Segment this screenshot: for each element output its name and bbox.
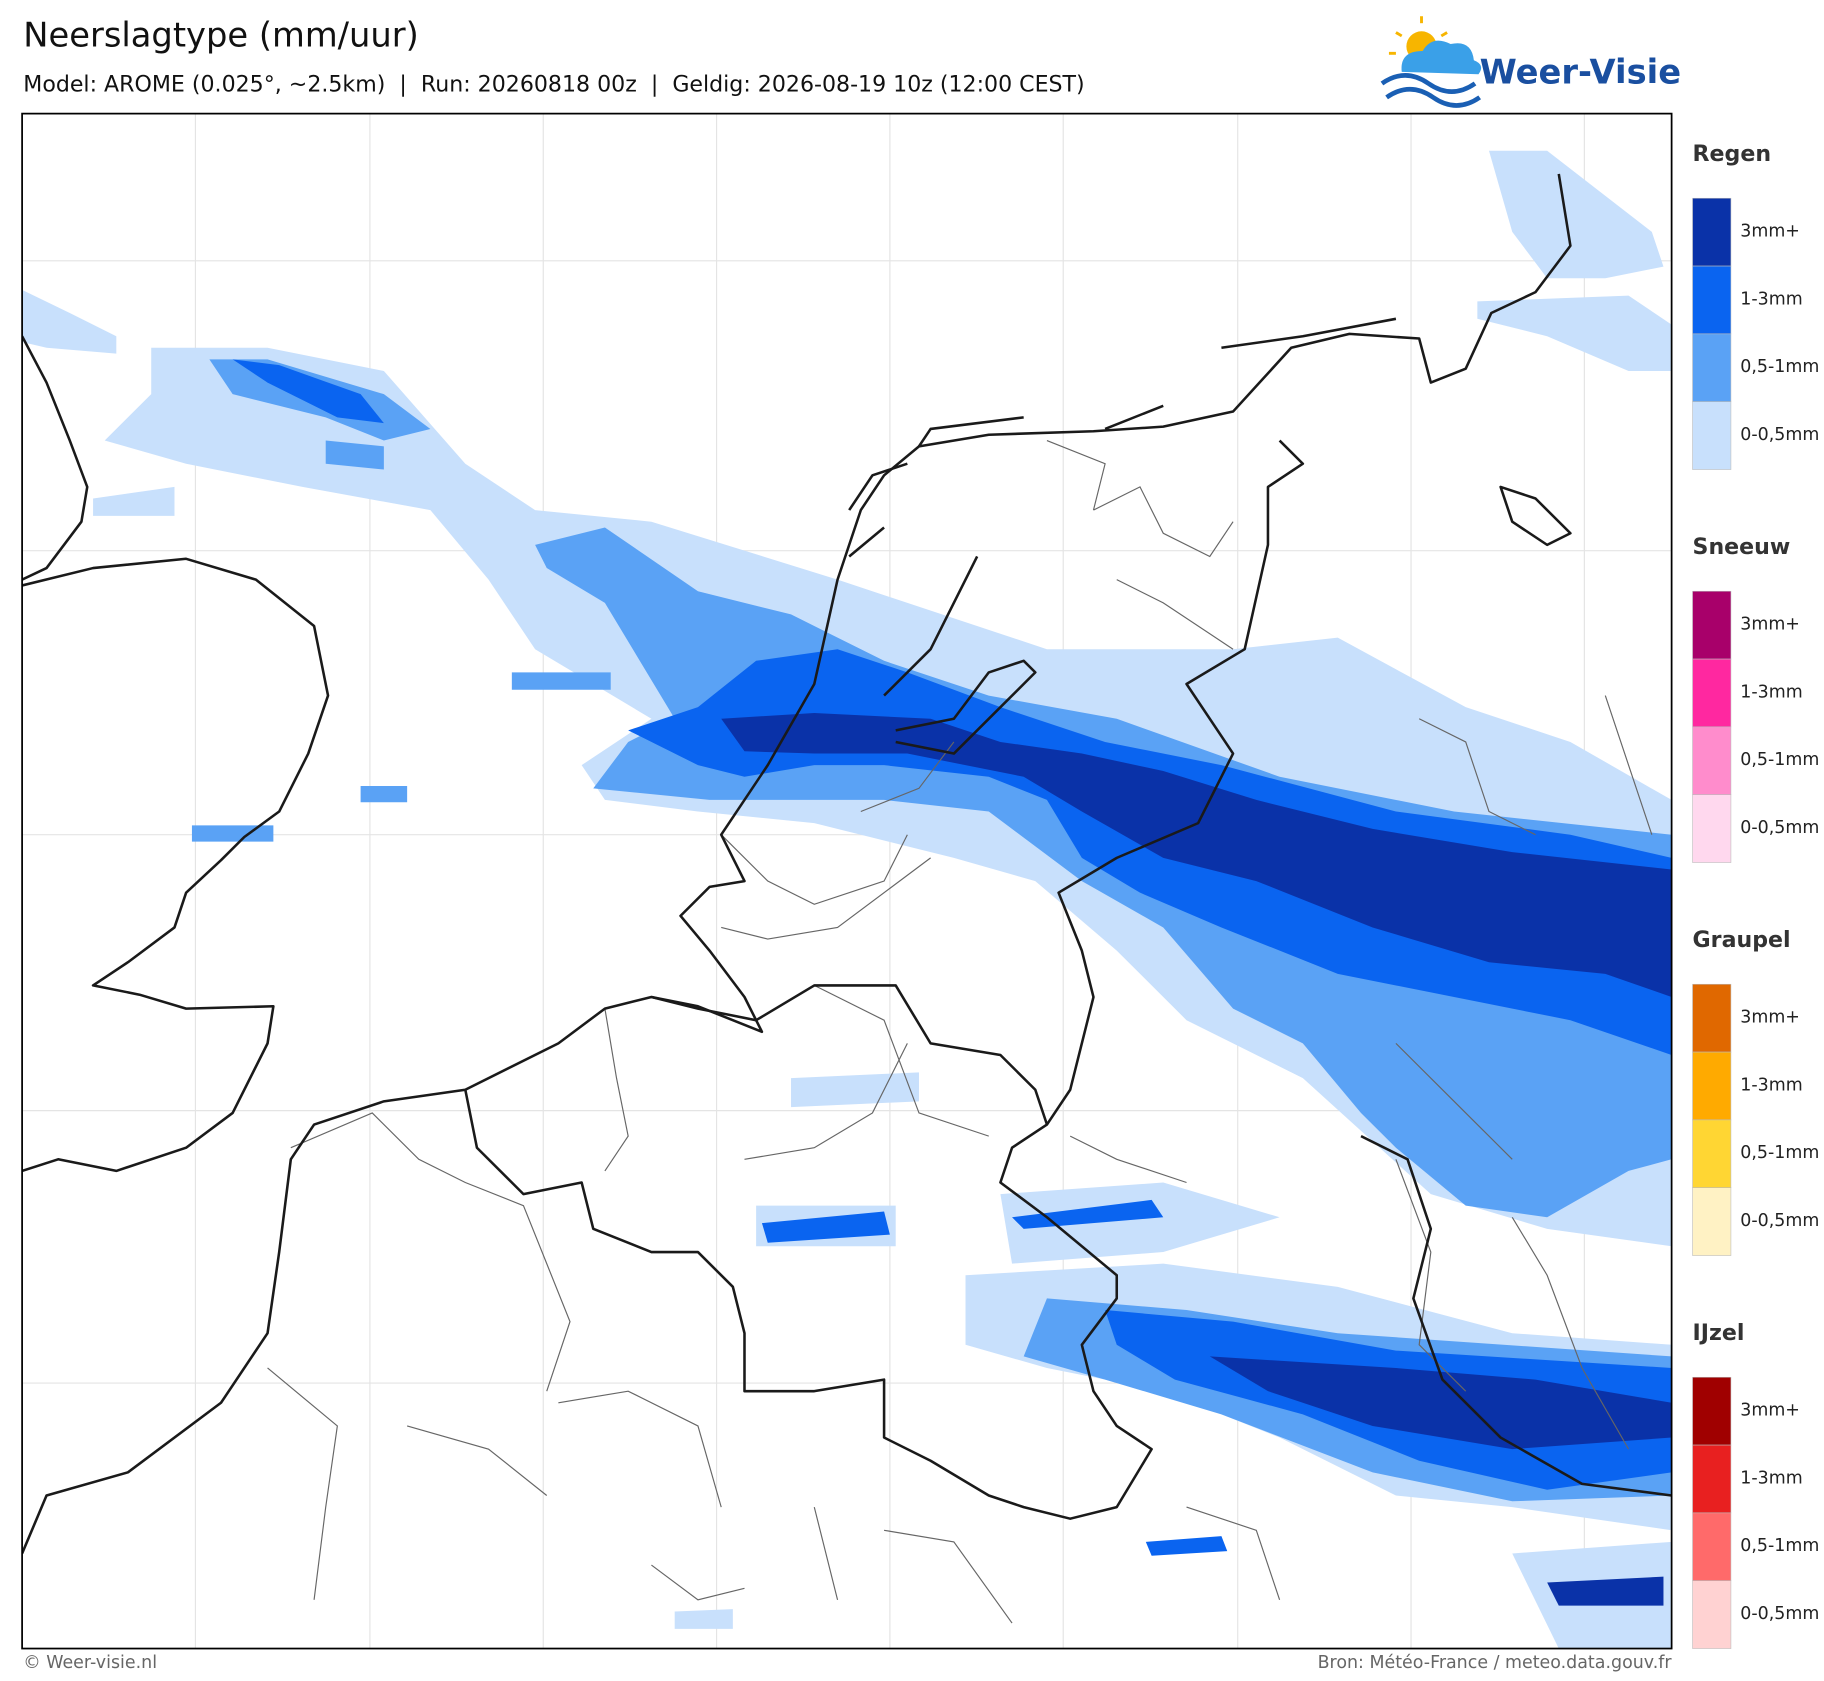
footer-left: © Weer-visie.nl (23, 1653, 157, 1673)
logo: Weer-Visie (1380, 16, 1681, 108)
precipitation (22, 150, 1672, 1649)
legend-swatch (1692, 265, 1732, 335)
logo-text: Weer-Visie (1480, 53, 1681, 92)
legend-swatch (1692, 333, 1732, 402)
legend-label: 0,5-1mm (1740, 1536, 1819, 1556)
legend-swatch (1692, 1119, 1732, 1189)
legend-label: 0,5-1mm (1740, 357, 1819, 377)
legend-label: 0-0,5mm (1740, 1211, 1819, 1231)
legend-label: 3mm+ (1740, 222, 1800, 242)
legend-swatch (1692, 658, 1732, 728)
legend-label: 1-3mm (1740, 1075, 1802, 1095)
legend-title: Sneeuw (1693, 535, 1791, 560)
title: Neerslagtype (mm/uur) (23, 15, 419, 54)
legend-swatch (1692, 1580, 1732, 1649)
footer-right: Bron: Météo-France / meteo.data.gouv.fr (1318, 1653, 1673, 1673)
legend-label: 1-3mm (1740, 289, 1802, 309)
legend-label: 0,5-1mm (1740, 750, 1819, 770)
legend-swatch (1692, 1376, 1732, 1446)
borders (22, 173, 1672, 1624)
legend-swatch (1692, 983, 1732, 1053)
legend-swatch (1692, 197, 1732, 267)
legend-swatch (1692, 794, 1732, 863)
legend-title: Regen (1693, 142, 1771, 167)
legend-swatch (1692, 1444, 1732, 1514)
legend-label: 0-0,5mm (1740, 425, 1819, 445)
legend-swatch (1692, 590, 1732, 660)
legend-swatch (1692, 726, 1732, 795)
legend-title: Graupel (1693, 928, 1791, 953)
legend-label: 3mm+ (1740, 615, 1800, 635)
map-frame (21, 112, 1673, 1650)
legend-label: 0,5-1mm (1740, 1143, 1819, 1163)
legend-label: 0-0,5mm (1740, 818, 1819, 838)
subtitle: Model: AROME (0.025°, ~2.5km) | Run: 202… (23, 73, 1084, 98)
legend-label: 3mm+ (1740, 1008, 1800, 1028)
legend-label: 3mm+ (1740, 1401, 1800, 1421)
legend-label: 1-3mm (1740, 1468, 1802, 1488)
legend-swatch (1692, 1187, 1732, 1256)
legend-swatch (1692, 1051, 1732, 1121)
legend-swatch (1692, 401, 1732, 470)
legend: Regen 3mm+ 1-3mm 0,5-1mm 0-0,5mm Sneeuw 3mm+ 1-… (1692, 142, 1819, 1649)
map (22, 113, 1672, 1649)
legend-title: IJzel (1693, 1321, 1745, 1346)
legend-swatch (1692, 1512, 1732, 1582)
legend-label: 1-3mm (1740, 682, 1802, 702)
legend-label: 0-0,5mm (1740, 1604, 1819, 1624)
